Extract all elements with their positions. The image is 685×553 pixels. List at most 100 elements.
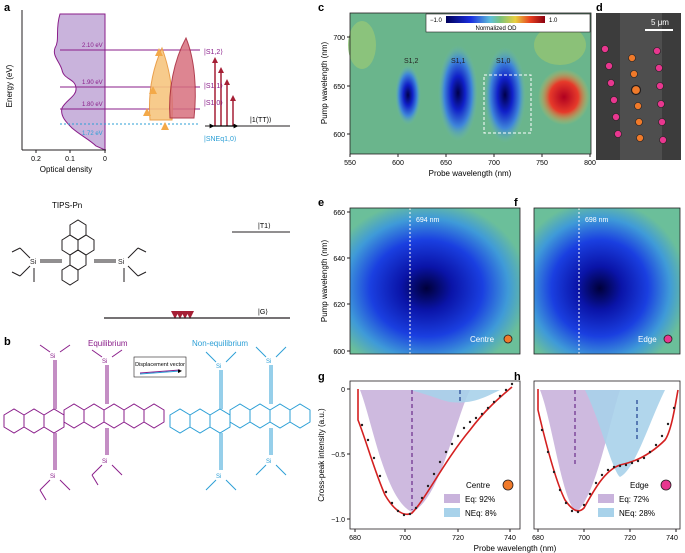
svg-text:650: 650 xyxy=(333,84,345,91)
svg-text:680: 680 xyxy=(349,535,361,542)
svg-text:−0.5: −0.5 xyxy=(331,452,345,459)
red-arrows xyxy=(171,52,236,319)
equilibrium-label: Equilibrium xyxy=(88,339,128,348)
panel-a: Energy (eV) 0.2 0.1 0 Optical density 2.… xyxy=(5,10,290,319)
molecule-name: TIPS-Pn xyxy=(52,201,82,210)
panel-c-x-ticks: 550 600 650 700 750 800 xyxy=(344,154,596,167)
panel-e-y-ticks: 660 640 620 600 xyxy=(333,210,350,356)
panel-a-x-tick: 0.2 xyxy=(31,156,41,163)
panel-e-y-label: Pump wavelength (nm) xyxy=(320,240,329,323)
energy-190: 1.90 eV xyxy=(82,80,103,86)
shared-x-label: Probe wavelength (nm) xyxy=(474,544,557,553)
panel-c-roi xyxy=(483,74,532,134)
panel-d: 5 μm xyxy=(596,13,681,160)
state-s10: |S1,0⟩ xyxy=(204,99,223,107)
non-equilibrium-molecule: Si Si Si Si xyxy=(169,346,311,491)
svg-text:740: 740 xyxy=(504,535,516,542)
state-g: |G⟩ xyxy=(258,308,268,316)
panel-label-e: e xyxy=(318,197,324,209)
svg-text:Si: Si xyxy=(118,259,125,266)
panel-e-map xyxy=(350,208,520,354)
svg-text:700: 700 xyxy=(578,535,590,542)
scale-bar-label: 5 μm xyxy=(651,18,669,27)
svg-text:800: 800 xyxy=(584,160,596,167)
panel-g-neq-area xyxy=(410,390,500,403)
panel-a-y-label: Energy (eV) xyxy=(5,64,14,107)
red-wavepacket xyxy=(169,36,196,119)
svg-text:0: 0 xyxy=(341,387,345,394)
absorption-spectrum xyxy=(53,13,106,151)
panel-g-y-label: Cross-peak intensity (a.u.) xyxy=(317,408,326,502)
sample-points xyxy=(601,45,667,144)
svg-text:740: 740 xyxy=(666,535,678,542)
svg-text:Si: Si xyxy=(50,474,55,480)
non-equilibrium-label: Non-equilibrium xyxy=(192,339,248,348)
panel-a-x-label: Optical density xyxy=(40,165,92,174)
colorbar-label: Normalized OD xyxy=(475,26,517,32)
svg-text:660: 660 xyxy=(333,210,345,217)
panel-label-g: g xyxy=(318,371,325,383)
displacement-label: Displacement vector xyxy=(135,362,185,368)
svg-text:550: 550 xyxy=(344,160,356,167)
panel-c-y-ticks: 700 650 600 xyxy=(333,35,350,139)
svg-text:Si: Si xyxy=(102,459,107,465)
orange-arrows xyxy=(143,48,169,316)
panel-g-legend-neq: NEq: 8% xyxy=(465,509,497,518)
svg-text:Si: Si xyxy=(216,364,221,370)
panel-g-y-ticks: 0 −0.5 −1.0 xyxy=(331,387,350,524)
svg-text:650: 650 xyxy=(440,160,452,167)
svg-text:Si: Si xyxy=(30,259,37,266)
panel-label-h: h xyxy=(514,371,521,383)
equilibrium-molecule: Si Si Si Si xyxy=(3,344,165,501)
panel-label-c: c xyxy=(318,2,324,14)
svg-text:700: 700 xyxy=(488,160,500,167)
panel-label-d: d xyxy=(596,2,603,14)
panel-h-fit xyxy=(537,389,679,512)
panel-label-f: f xyxy=(514,197,518,209)
panel-e-marker: 694 nm xyxy=(416,217,440,224)
panel-h-legend-eq: Eq: 72% xyxy=(619,495,649,504)
svg-text:680: 680 xyxy=(532,535,544,542)
panel-f-map xyxy=(534,208,680,354)
peak-s10: S1,0 xyxy=(496,58,511,65)
panel-a-x-tick: 0.1 xyxy=(65,156,75,163)
peak-s12: S1,2 xyxy=(404,58,419,65)
panel-g-data xyxy=(360,382,514,517)
panel-a-x-tick: 0 xyxy=(103,156,107,163)
panel-h-data xyxy=(540,406,676,514)
svg-text:Si: Si xyxy=(266,359,271,365)
svg-text:700: 700 xyxy=(399,535,411,542)
energy-180: 1.80 eV xyxy=(82,102,103,108)
panel-f: 698 nm Edge xyxy=(533,207,681,355)
tips-pn-molecule: Si Si xyxy=(11,219,147,286)
panel-b: Equilibrium Non-equilibrium Displacement… xyxy=(3,339,311,501)
energy-210: 2.10 eV xyxy=(82,43,103,49)
panel-g-position: Centre xyxy=(466,481,491,490)
svg-text:Si: Si xyxy=(266,459,271,465)
panel-h-x-ticks: 680 700 720 740 xyxy=(532,529,678,542)
svg-text:600: 600 xyxy=(333,132,345,139)
svg-text:620: 620 xyxy=(333,302,345,309)
panel-e-position: Centre xyxy=(470,335,495,344)
panel-label-a: a xyxy=(4,2,11,14)
panel-h-legend-neq: NEq: 28% xyxy=(619,509,655,518)
panel-g-fit xyxy=(357,386,513,516)
panel-h-position: Edge xyxy=(630,481,649,490)
svg-text:750: 750 xyxy=(536,160,548,167)
panel-g-eq-area xyxy=(360,390,470,512)
svg-text:640: 640 xyxy=(333,256,345,263)
panel-f-position: Edge xyxy=(638,335,657,344)
energy-172: 1.72 eV xyxy=(82,131,103,137)
panel-h: Edge Eq: 72% NEq: 28% 680 700 720 740 xyxy=(532,380,681,542)
svg-text:720: 720 xyxy=(452,535,464,542)
panel-f-marker: 698 nm xyxy=(585,217,609,224)
svg-text:600: 600 xyxy=(392,160,404,167)
panel-e: 694 nm Centre 660 640 620 600 Pump wavel… xyxy=(320,207,521,356)
panel-h-neq-area xyxy=(585,390,665,477)
svg-text:−1.0: −1.0 xyxy=(331,517,345,524)
panel-c: −1.0 1.0 Normalized OD S1,2 S1,1 S1,0 55… xyxy=(320,12,596,178)
panel-c-colorbar xyxy=(446,16,545,23)
svg-text:600: 600 xyxy=(333,349,345,356)
svg-text:Si: Si xyxy=(102,359,107,365)
